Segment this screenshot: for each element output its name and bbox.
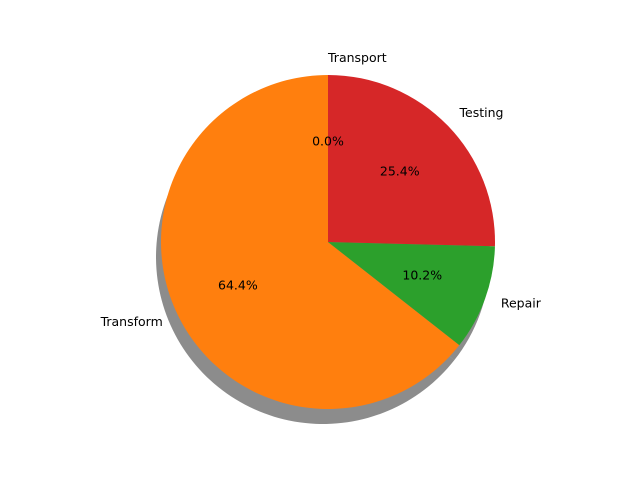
slice-label-testing: Testing — [459, 105, 504, 120]
slice-repair — [328, 242, 495, 346]
slice-pct-repair: 10.2% — [402, 267, 442, 282]
slice-testing — [328, 75, 495, 247]
slice-pct-transform: 64.4% — [218, 277, 258, 292]
pie-slice-layer — [161, 75, 495, 409]
pie-label-layer: Transport 0.0% Transform 64.4% Repair 10.2% Te… — [100, 50, 542, 329]
slice-pct-transport: 0.0% — [312, 133, 344, 148]
slice-transform — [161, 75, 460, 409]
slice-label-transport: Transport — [327, 50, 387, 65]
slice-label-repair: Repair — [501, 296, 542, 311]
slice-label-transform: Transform — [100, 314, 163, 329]
slice-pct-testing: 25.4% — [380, 164, 420, 179]
